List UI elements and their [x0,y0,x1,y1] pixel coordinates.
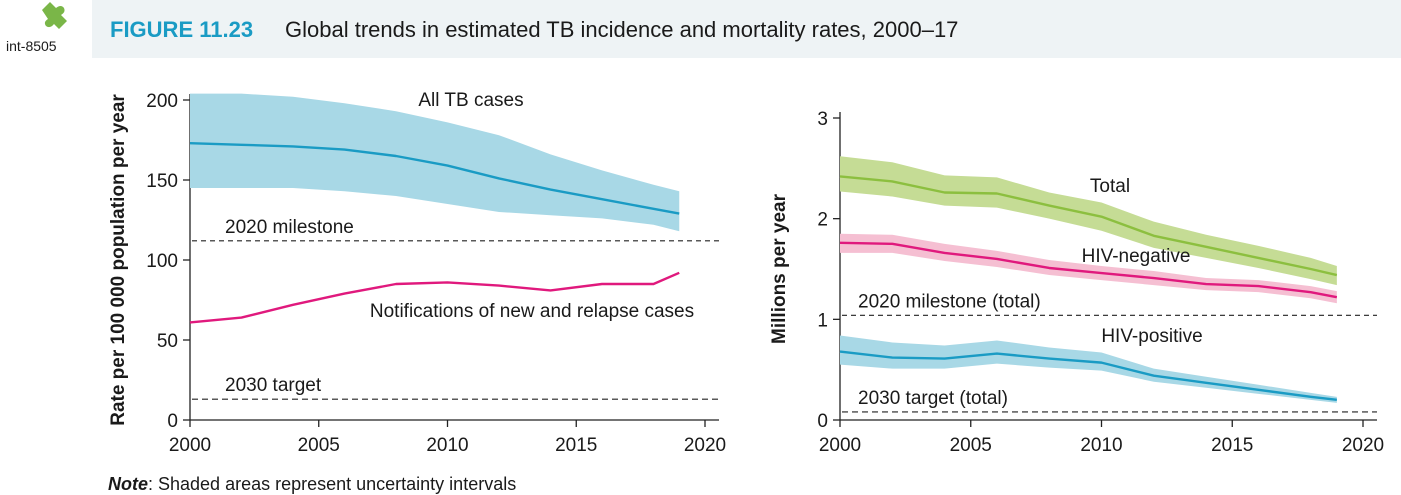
x-tick-label: 2010 [1080,435,1122,456]
y-tick-label: 3 [817,109,828,130]
y-axis-label: Millions per year [769,193,790,344]
note-text: : Shaded areas represent uncertainty int… [148,474,516,494]
chart-note: Note: Shaded areas represent uncertainty… [108,474,516,495]
series-label: HIV-negative [1082,246,1191,267]
x-tick-label: 2005 [950,435,992,456]
x-tick-label: 2020 [1342,435,1384,456]
x-tick-label: 2015 [1211,435,1253,456]
y-tick-label: 2 [817,210,828,231]
note-label: Note [108,474,148,494]
x-tick-label: 2000 [819,435,861,456]
reference-line-label: 2020 milestone (total) [858,291,1041,312]
reference-line-label: 2030 target (total) [858,388,1008,409]
mortality-chart: 0 1 2 3 2000 2005 2010 2015 2020 Millions per yea… [0,0,1401,470]
y-tick-label: 0 [817,411,828,432]
y-tick-label: 1 [817,310,828,331]
series-label: Total [1090,176,1130,197]
series-label: HIV-positive [1101,326,1202,347]
